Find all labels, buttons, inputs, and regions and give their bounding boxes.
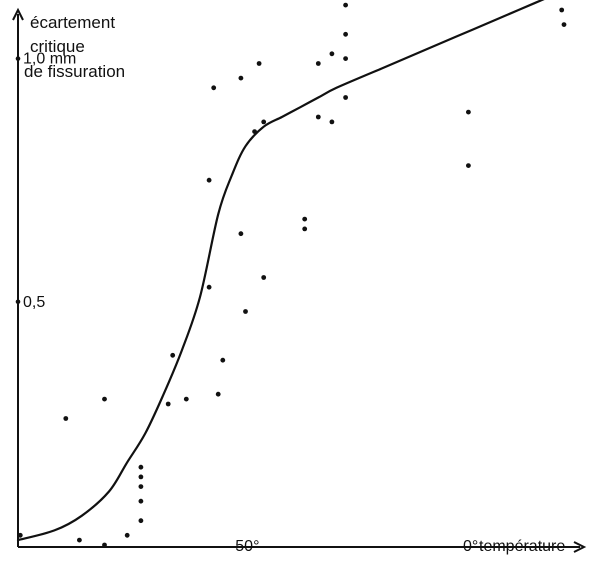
y-axis-title-line-2: critique [30, 37, 85, 56]
y-tick-mark [15, 299, 21, 305]
data-point [243, 309, 248, 314]
y-tick-label: 0,5 [23, 294, 45, 311]
x-tick-label: - 50° [226, 538, 260, 555]
data-point [343, 56, 348, 61]
data-point [466, 163, 471, 169]
data-point [559, 7, 565, 13]
data-point [302, 216, 308, 222]
data-point [215, 391, 221, 397]
y-axis-title-line-3: de fissuration [24, 62, 125, 81]
data-point [165, 401, 171, 407]
data-point [211, 85, 217, 91]
x-axis-arrow-icon [573, 541, 587, 553]
data-point [261, 275, 267, 280]
data-point [206, 177, 212, 183]
data-point [17, 532, 23, 538]
data-point [124, 532, 130, 538]
data-point [102, 396, 107, 402]
data-point [138, 464, 144, 470]
y-tick-mark [15, 56, 21, 61]
y-axis-arrow-icon [12, 7, 24, 21]
data-point [302, 226, 308, 232]
data-point [315, 114, 321, 120]
data-point [138, 498, 144, 504]
data-points-layer [17, 2, 567, 548]
data-point [183, 396, 189, 402]
data-point [561, 22, 567, 27]
data-point [238, 75, 244, 81]
fit-curve [16, 0, 545, 542]
data-point [206, 284, 212, 290]
data-point [170, 352, 176, 358]
data-point [138, 484, 144, 489]
x-tick-label: 0° [463, 538, 478, 555]
y-axis-title-line-1: écartement [30, 13, 115, 32]
data-point [343, 2, 348, 8]
data-point [102, 542, 107, 548]
data-point [466, 109, 471, 115]
data-point [138, 474, 144, 480]
data-point [138, 518, 144, 524]
data-point [315, 61, 321, 66]
data-point [343, 95, 348, 100]
tick-labels-layer: 1,0 mm 0,5 - 50° 0° [15, 51, 478, 555]
x-axis-title: température [479, 538, 565, 555]
axes [12, 7, 587, 553]
y-axis-title: écartement critique de fissuration [24, 13, 125, 81]
fit-curve-layer [16, 0, 545, 542]
data-point [343, 31, 348, 37]
data-point [261, 119, 267, 125]
data-point [329, 51, 335, 57]
y-tick-label: 1,0 mm [23, 51, 76, 68]
data-point [63, 416, 69, 421]
data-point [256, 61, 262, 66]
data-point [329, 119, 335, 125]
data-point [238, 231, 244, 237]
data-point [77, 537, 82, 543]
data-point [220, 357, 226, 363]
data-point [252, 129, 257, 135]
